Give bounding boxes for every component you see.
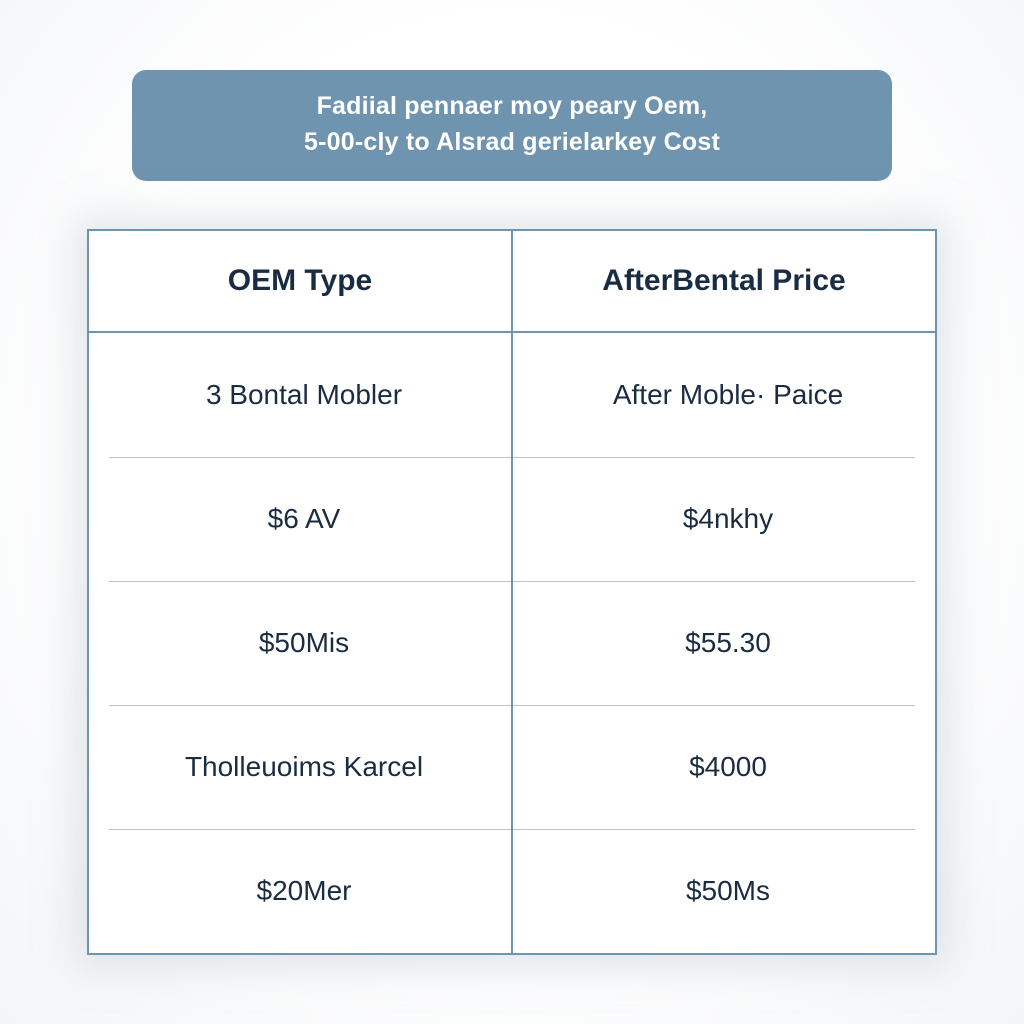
column-header-afterbental-price: AfterBental Price [511,231,935,331]
cell-price: $55.30 [511,581,935,705]
cell-oem-type: $20Mer [89,829,511,953]
price-table: OEM Type AfterBental Price 3 Bontal Mobl… [87,229,937,955]
cell-price: $4000 [511,705,935,829]
cell-oem-type: $6 AV [89,457,511,581]
cell-oem-type: 3 Bontal Mobler [89,333,511,457]
cell-oem-type: Tholleuoims Karcel [89,705,511,829]
cell-price: $4nkhy [511,457,935,581]
table-row: $50Mis $55.30 [89,581,935,705]
table-row: 3 Bontal Mobler After Moble· Paice [89,333,935,457]
title-line-1: Fadiial pennaer moy peary Oem, [317,92,708,120]
cell-price: $50Ms [511,829,935,953]
title-line-2: 5-00-cly to Alsrad gerielarkey Cost [156,124,868,160]
cell-price: After Moble· Paice [511,333,935,457]
page: Fadiial pennaer moy peary Oem, 5-00-cly … [0,0,1024,1024]
column-header-oem-type: OEM Type [89,231,511,331]
table-row: $20Mer $50Ms [89,829,935,953]
cell-oem-type: $50Mis [89,581,511,705]
table-row: Tholleuoims Karcel $4000 [89,705,935,829]
table-header-row: OEM Type AfterBental Price [89,231,935,333]
table-body: 3 Bontal Mobler After Moble· Paice $6 AV… [89,333,935,953]
table-row: $6 AV $4nkhy [89,457,935,581]
title-banner: Fadiial pennaer moy peary Oem, 5-00-cly … [132,70,892,181]
